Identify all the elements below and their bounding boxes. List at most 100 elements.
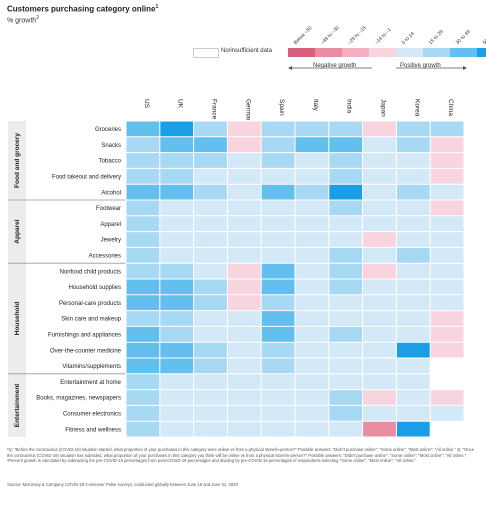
heatmap-cell <box>261 405 295 422</box>
heatmap-cell <box>227 342 262 358</box>
row-label: Snacks <box>101 143 121 149</box>
heatmap-cell <box>430 279 464 295</box>
heatmap-cell <box>126 184 160 200</box>
heatmap-cell <box>362 121 397 137</box>
heatmap-cell <box>328 279 363 295</box>
heatmap-cell <box>159 215 194 232</box>
heatmap-cell <box>261 279 295 295</box>
heatmap-cell <box>328 215 363 232</box>
heatmap-cell <box>328 200 363 216</box>
heatmap-cell <box>227 326 262 343</box>
heatmap-cell <box>328 405 363 422</box>
heatmap-cell <box>396 121 431 137</box>
heatmap-cell <box>362 421 397 437</box>
heatmap-cell <box>193 405 228 422</box>
column-header: France <box>211 99 218 120</box>
heatmap-cell <box>430 168 464 185</box>
heatmap-cell <box>193 294 228 311</box>
heatmap-cell <box>295 342 329 358</box>
heatmap-cell <box>193 342 228 358</box>
heatmap-cell <box>430 136 464 153</box>
heatmap-cell <box>261 389 295 406</box>
heatmap-cell <box>328 373 363 390</box>
heatmap-cell <box>295 389 329 406</box>
heatmap-cell <box>430 121 464 137</box>
heatmap-cell <box>193 168 228 185</box>
heatmap-cell <box>126 263 160 279</box>
heatmap-cell <box>430 294 464 311</box>
heatmap-cell <box>362 215 397 232</box>
heatmap-cell <box>295 152 329 169</box>
negative-arrow-head <box>288 66 292 70</box>
heatmap-cell <box>159 200 194 216</box>
heatmap-cell <box>193 326 228 343</box>
heatmap-cell <box>295 184 329 200</box>
heatmap-cell <box>430 215 464 232</box>
group-label: Household <box>14 302 21 336</box>
heatmap-cell <box>362 405 397 422</box>
heatmap-cell <box>126 247 160 264</box>
heatmap-cell <box>261 326 295 343</box>
heatmap-cell <box>396 342 431 358</box>
heatmap-cell <box>295 263 329 279</box>
heatmap-cell <box>261 215 295 232</box>
heatmap-cell <box>193 358 228 374</box>
heatmap-cell <box>430 184 464 200</box>
heatmap-cell <box>261 294 295 311</box>
heatmap-cell <box>295 200 329 216</box>
heatmap-cell <box>126 310 160 327</box>
heatmap-cell <box>328 263 363 279</box>
heatmap-cell <box>295 247 329 264</box>
heatmap-cell <box>159 152 194 169</box>
heatmap-cell <box>261 168 295 185</box>
heatmap-cell <box>227 294 262 311</box>
heatmap-cell <box>159 247 194 264</box>
legend-nodata-swatch <box>193 48 219 58</box>
heatmap-cell <box>295 231 329 248</box>
heatmap-cell <box>396 184 431 200</box>
heatmap-cell <box>362 279 397 295</box>
column-header: India <box>346 99 353 113</box>
heatmap-cell <box>295 310 329 327</box>
heatmap-cell <box>295 215 329 232</box>
heatmap-cell <box>430 263 464 279</box>
row-label: Books, magazines, newspapers <box>36 396 121 402</box>
heatmap-cell <box>261 342 295 358</box>
heatmap-cell <box>328 121 363 137</box>
heatmap-cell <box>328 342 363 358</box>
heatmap-cell <box>328 247 363 264</box>
heatmap-cell <box>430 247 464 264</box>
row-label: Apparel <box>100 222 121 228</box>
row-label: Food takeout and delivery <box>52 175 121 181</box>
legend-swatch <box>342 48 369 57</box>
heatmap-cell <box>396 358 431 374</box>
heatmap-cell <box>159 136 194 153</box>
heatmap-cell <box>126 405 160 422</box>
heatmap-cell <box>227 310 262 327</box>
heatmap-cell <box>295 373 329 390</box>
positive-arrow-head <box>463 66 467 70</box>
heatmap-cell <box>328 184 363 200</box>
heatmap-cell <box>193 247 228 264</box>
heatmap-cell <box>430 421 464 437</box>
heatmap-cell <box>261 231 295 248</box>
heatmap-cell <box>328 421 363 437</box>
column-header: Korea <box>413 99 420 117</box>
heatmap-cell <box>362 136 397 153</box>
heatmap-cell <box>295 279 329 295</box>
heatmap-cell <box>126 231 160 248</box>
heatmap-cell <box>295 405 329 422</box>
heatmap-cell <box>227 200 262 216</box>
heatmap-cell <box>396 263 431 279</box>
heatmap-cell <box>159 358 194 374</box>
legend-nodata-label: No/insufficient data <box>221 48 272 54</box>
positive-growth-label: Positive growth <box>400 63 441 69</box>
heatmap-cell <box>328 152 363 169</box>
heatmap-cell <box>261 136 295 153</box>
heatmap-cell <box>126 168 160 185</box>
heatmap-cell <box>295 168 329 185</box>
heatmap-cell <box>362 231 397 248</box>
heatmap-cell <box>227 279 262 295</box>
heatmap-cell <box>193 279 228 295</box>
heatmap-cell <box>362 310 397 327</box>
